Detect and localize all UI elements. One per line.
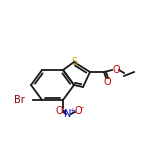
Text: Br: Br: [14, 95, 25, 105]
Text: -: -: [81, 104, 83, 112]
Text: S: S: [71, 57, 77, 67]
Text: O: O: [74, 106, 82, 116]
Text: O: O: [55, 106, 63, 116]
Text: +: +: [69, 108, 75, 114]
Text: N: N: [64, 109, 72, 119]
Text: O: O: [112, 65, 120, 75]
Text: O: O: [103, 77, 111, 87]
